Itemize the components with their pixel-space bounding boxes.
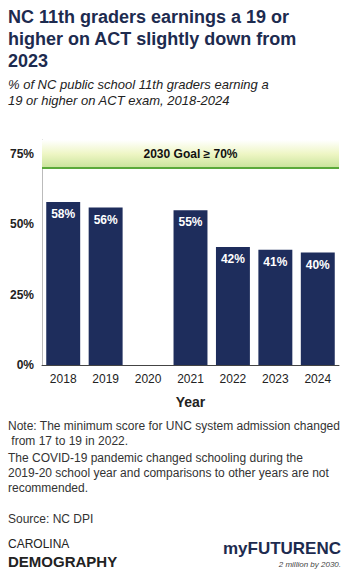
svg-text:2018: 2018 [50,372,77,386]
svg-text:2019-20 school year and compar: 2019-20 school year and comparisons to o… [8,466,332,480]
svg-text:75%: 75% [10,147,34,161]
svg-text:2030 Goal ≥ 70%: 2030 Goal ≥ 70% [144,147,238,161]
svg-text:from 17 to 19 in 2022.: from 17 to 19 in 2022. [8,434,128,448]
svg-text:19 or higher on ACT exam, 2018: 19 or higher on ACT exam, 2018-2024 [8,93,229,108]
svg-text:Year: Year [176,394,206,410]
svg-text:% of NC public school 11th gra: % of NC public school 11th graders earni… [8,77,272,92]
svg-text:2021: 2021 [177,372,204,386]
svg-text:2020: 2020 [135,372,162,386]
svg-text:2019: 2019 [92,372,119,386]
svg-text:recommended.: recommended. [8,481,88,495]
svg-text:42%: 42% [221,252,245,266]
svg-text:2023: 2023 [262,372,289,386]
svg-text:55%: 55% [178,215,202,229]
svg-text:CAROLINA: CAROLINA [8,537,69,551]
svg-text:higher on ACT slightly down fr: higher on ACT slightly down from [8,29,301,49]
svg-text:2022: 2022 [220,372,247,386]
svg-text:41%: 41% [263,255,287,269]
svg-text:50%: 50% [10,217,34,231]
svg-text:40%: 40% [306,258,330,272]
svg-text:myFUTURENC: myFUTURENC [223,539,341,558]
svg-text:The COVID-19 pandemic changed: The COVID-19 pandemic changed schooling … [8,451,306,465]
svg-text:2023: 2023 [8,51,48,71]
svg-text:25%: 25% [10,288,34,302]
svg-text:58%: 58% [51,207,75,221]
svg-text:NC 11th graders earnings a 19: NC 11th graders earnings a 19 or [8,7,294,27]
svg-text:Source: NC DPI: Source: NC DPI [8,512,93,526]
svg-text:56%: 56% [94,213,118,227]
svg-text:2 million by 2030.: 2 million by 2030. [278,560,341,569]
svg-text:0%: 0% [17,358,35,372]
svg-text:Note: The minimum score for UN: Note: The minimum score for UNC system a… [8,419,340,433]
svg-text:2024: 2024 [304,372,331,386]
svg-text:DEMOGRAPHY: DEMOGRAPHY [8,553,117,570]
